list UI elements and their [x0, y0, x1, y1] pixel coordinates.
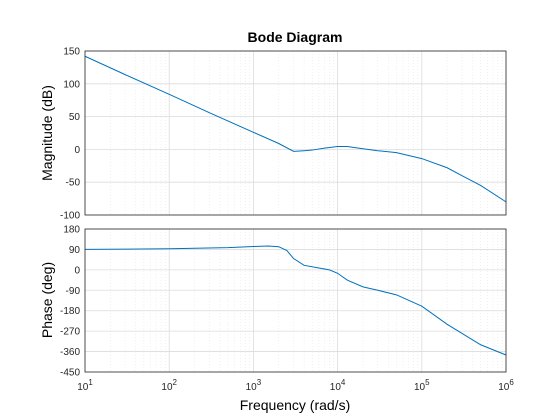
- magnitude-y-tick-label: -100: [60, 211, 80, 222]
- x-tick-label: 104: [330, 378, 346, 393]
- x-tick-label: 106: [498, 378, 514, 393]
- magnitude-y-tick-label: 150: [63, 47, 80, 58]
- x-axis-ticks: 101 102 103 104 105 106: [77, 378, 514, 393]
- phase-plot-area: [85, 229, 506, 372]
- phase-y-tick-label: -450: [60, 368, 80, 379]
- magnitude-y-tick-label: 50: [69, 112, 81, 123]
- phase-y-tick-label: -90: [66, 286, 81, 297]
- phase-y-tick-label: 0: [74, 265, 80, 276]
- phase-y-tick-label: -180: [60, 306, 80, 317]
- phase-y-ticks: -450 -360 -270 -180 -90 0 90 180: [60, 225, 80, 379]
- magnitude-plot-area: [85, 51, 506, 215]
- magnitude-y-ticks: -100 -50 0 50 100 150: [60, 47, 80, 222]
- magnitude-axis-label: Magnitude (dB): [39, 85, 55, 181]
- x-tick-label: 102: [161, 378, 177, 393]
- phase-y-tick-label: 90: [69, 245, 81, 256]
- magnitude-frame: [84, 50, 507, 216]
- phase-series-line: [84, 245, 507, 356]
- phase-y-tick-label: 180: [63, 225, 80, 236]
- magnitude-panel: -100 -50 0 50 100 150 Magnitude (dB): [39, 47, 507, 222]
- chart-title: Bode Diagram: [248, 29, 343, 45]
- x-axis-label: Frequency (rad/s): [240, 397, 350, 413]
- x-tick-label: 103: [246, 378, 262, 393]
- x-tick-label: 105: [414, 378, 430, 393]
- phase-y-tick-label: -270: [60, 327, 80, 338]
- phase-y-tick-label: -360: [60, 347, 80, 358]
- magnitude-series-line: [84, 55, 507, 203]
- magnitude-y-tick-label: 100: [63, 79, 80, 90]
- magnitude-y-tick-label: -50: [66, 178, 81, 189]
- magnitude-y-tick-label: 0: [74, 145, 80, 156]
- phase-axis-label: Phase (deg): [39, 262, 55, 338]
- phase-panel: -450 -360 -270 -180 -90 0 90 180 Phase (deg): [39, 225, 507, 379]
- x-tick-label: 101: [77, 378, 93, 393]
- phase-frame: [84, 228, 507, 373]
